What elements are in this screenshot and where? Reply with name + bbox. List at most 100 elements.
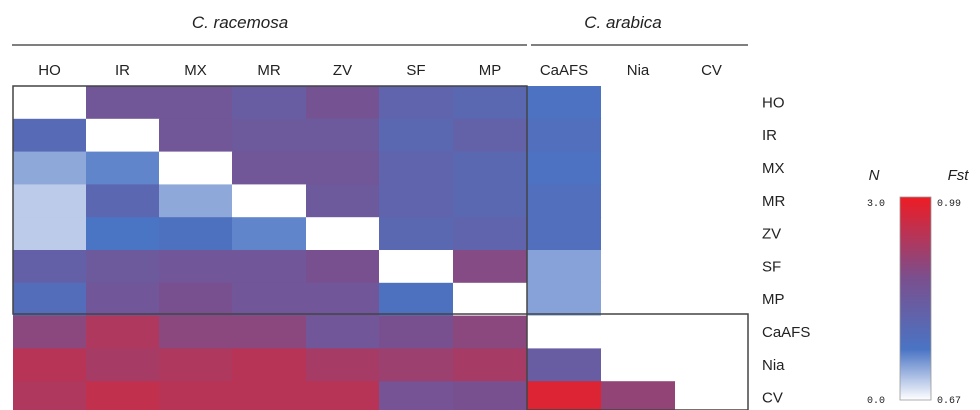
- heatmap-cell-IR-CaAFS: [527, 118, 602, 153]
- heatmap-cell-MX-CV: [675, 151, 749, 185]
- heatmap-cell-HO-Nia: [601, 86, 676, 120]
- heatmap-cell-MP-IR: [86, 282, 160, 317]
- heatmap-cell-CV-HO: [13, 381, 87, 410]
- heatmap-cell-ZV-CV: [675, 217, 749, 251]
- heatmap-cell-Nia-HO: [13, 348, 87, 382]
- heatmap-cell-ZV-IR: [86, 217, 160, 251]
- heatmap-cell-HO-CaAFS: [527, 86, 602, 120]
- heatmap-cell-ZV-SF: [379, 217, 454, 251]
- heatmap-cell-MX-MR: [232, 151, 307, 185]
- heatmap-cell-CV-CV: [675, 381, 749, 410]
- row-label-MP: MP: [762, 291, 785, 308]
- heatmap-cell-CaAFS-MR: [232, 315, 307, 349]
- heatmap-cell-SF-MP: [453, 250, 528, 284]
- legend-fst-min: 0.67: [937, 396, 961, 407]
- heatmap-cell-ZV-MR: [232, 217, 307, 251]
- legend-gradient-bar: [899, 196, 932, 401]
- heatmap-cell-CaAFS-MP: [453, 315, 528, 349]
- heatmap-cell-SF-IR: [86, 250, 160, 284]
- heatmap-cell-MP-Nia: [601, 282, 676, 317]
- row-label-MX: MX: [762, 160, 785, 177]
- heatmap-cell-CV-ZV: [306, 381, 380, 410]
- heatmap-cell-SF-CV: [675, 250, 749, 284]
- row-label-IR: IR: [762, 127, 777, 144]
- heatmap-cell-MP-HO: [13, 282, 87, 317]
- column-labels: HO IR MX MR ZV SF MP CaAFS Nia CV: [38, 62, 722, 79]
- heatmap-cell-CV-MX: [159, 381, 233, 410]
- heatmap-cell-SF-Nia: [601, 250, 676, 284]
- heatmap-cell-MX-Nia: [601, 151, 676, 185]
- heatmap-cell-ZV-MX: [159, 217, 233, 251]
- heatmap-cell-MR-HO: [13, 184, 87, 218]
- column-label-ZV: ZV: [333, 62, 352, 79]
- heatmap-cell-MX-CaAFS: [527, 151, 602, 185]
- heatmap-cell-Nia-CV: [675, 348, 749, 382]
- heatmap-cell-MR-Nia: [601, 184, 676, 218]
- row-label-CaAFS: CaAFS: [762, 324, 810, 341]
- heatmap-cell-Nia-IR: [86, 348, 160, 382]
- column-label-SF: SF: [406, 62, 425, 79]
- heatmap-cell-MR-CaAFS: [527, 184, 602, 218]
- heatmap-cell-IR-ZV: [306, 118, 380, 153]
- row-label-MR: MR: [762, 193, 785, 210]
- heatmap-cell-SF-HO: [13, 250, 87, 284]
- heatmap-cell-CaAFS-MX: [159, 315, 233, 349]
- legend-n-max: 3.0: [867, 199, 885, 210]
- heatmap-cell-MP-MP: [453, 282, 528, 317]
- heatmap-cell-MR-MR: [232, 184, 307, 218]
- heatmap-cell-CaAFS-IR: [86, 315, 160, 349]
- heatmap-cell-MP-CaAFS: [527, 282, 602, 317]
- legend-title-fst: Fst: [948, 167, 970, 184]
- heatmap-cell-HO-IR: [86, 86, 160, 120]
- heatmap-cell-HO-CV: [675, 86, 749, 120]
- racemosa-block-outline: [12, 85, 528, 315]
- row-labels: HO IR MX MR ZV SF MP CaAFS Nia CV: [762, 94, 810, 406]
- group-label-arabica: C. arabica: [584, 13, 661, 32]
- legend-fst-max: 0.99: [937, 199, 961, 210]
- heatmap-cell-CV-Nia: [601, 381, 676, 410]
- column-label-MR: MR: [257, 62, 280, 79]
- heatmap-cell-CV-CaAFS: [527, 381, 602, 410]
- heatmap-cell-CaAFS-ZV: [306, 315, 380, 349]
- heatmap-cell-IR-CV: [675, 118, 749, 153]
- heatmap-cell-IR-Nia: [601, 118, 676, 153]
- heatmap-cell-HO-SF: [379, 86, 454, 120]
- heatmap-cell-MR-MP: [453, 184, 528, 218]
- heatmap-cell-Nia-Nia: [601, 348, 676, 382]
- heatmap-cell-Nia-SF: [379, 348, 454, 382]
- row-label-Nia: Nia: [762, 357, 785, 374]
- color-legend: N Fst 3.0 0.99 0.0 0.67: [867, 167, 969, 407]
- heatmap-cell-IR-MX: [159, 118, 233, 153]
- heatmap-cell-MP-SF: [379, 282, 454, 317]
- heatmap-cell-IR-SF: [379, 118, 454, 153]
- heatmap-cell-IR-IR: [86, 118, 160, 153]
- row-label-SF: SF: [762, 258, 781, 275]
- heatmap-cell-Nia-MX: [159, 348, 233, 382]
- heatmap-cell-Nia-ZV: [306, 348, 380, 382]
- heatmap-cell-IR-MR: [232, 118, 307, 153]
- heatmap-cell-MX-SF: [379, 151, 454, 185]
- heatmap-cell-SF-MR: [232, 250, 307, 284]
- heatmap-cell-Nia-MP: [453, 348, 528, 382]
- column-label-IR: IR: [115, 62, 130, 79]
- heatmap-cell-MR-MX: [159, 184, 233, 218]
- group-label-racemosa: C. racemosa: [192, 13, 288, 32]
- heatmap-cell-CaAFS-CaAFS: [527, 315, 602, 349]
- heatmap-cell-SF-MX: [159, 250, 233, 284]
- heatmap-cell-MX-HO: [13, 151, 87, 185]
- heatmap-cell-MX-IR: [86, 151, 160, 185]
- column-label-MX: MX: [184, 62, 207, 79]
- legend-title-n: N: [869, 167, 880, 184]
- heatmap-cell-HO-MR: [232, 86, 307, 120]
- heatmap-cell-ZV-CaAFS: [527, 217, 602, 251]
- heatmap-cell-HO-MX: [159, 86, 233, 120]
- heatmap-cell-HO-HO: [13, 86, 87, 120]
- row-label-HO: HO: [762, 94, 785, 111]
- heatmap-cell-ZV-HO: [13, 217, 87, 251]
- heatmap-cell-MR-ZV: [306, 184, 380, 218]
- heatmap-cell-SF-ZV: [306, 250, 380, 284]
- column-label-CV: CV: [701, 62, 722, 79]
- heatmap-cell-MP-CV: [675, 282, 749, 317]
- heatmap-cell-CV-IR: [86, 381, 160, 410]
